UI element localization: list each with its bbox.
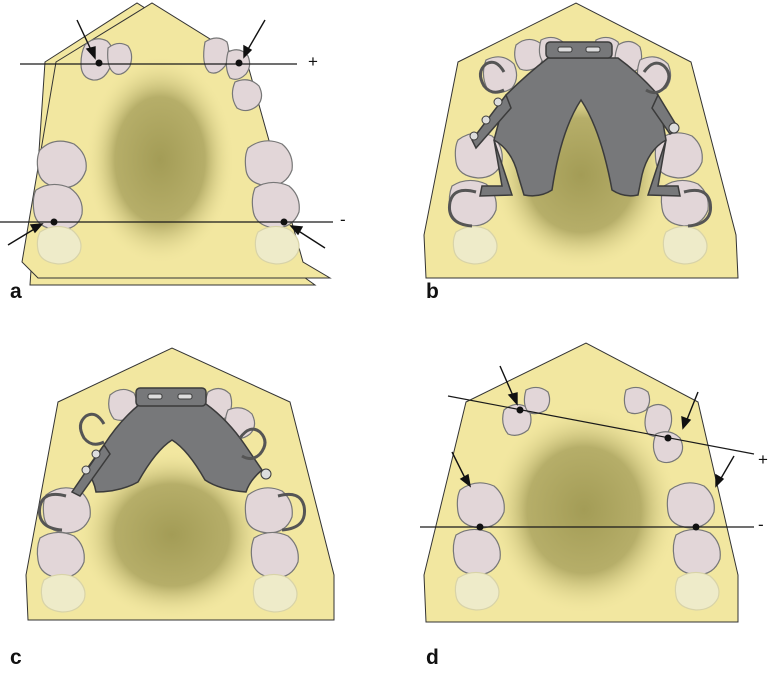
contact-point xyxy=(517,407,524,414)
panel-d-drawing xyxy=(386,340,772,679)
tooth-faded xyxy=(255,226,299,264)
panel-label-b: b xyxy=(426,280,439,304)
bar-hole xyxy=(586,47,600,52)
plate-hole xyxy=(494,98,502,106)
contact-point xyxy=(96,60,103,67)
plus-sign: + xyxy=(758,450,768,470)
tooth xyxy=(232,80,261,111)
panel-label-d: d xyxy=(426,646,439,670)
panel-a: + - a xyxy=(0,0,386,339)
plate-hole xyxy=(470,132,478,140)
palate-shadow xyxy=(489,405,679,615)
tooth-faded xyxy=(37,226,81,264)
contact-point xyxy=(477,524,484,531)
plate-hole xyxy=(92,450,100,458)
contact-point xyxy=(51,219,58,226)
minus-sign: - xyxy=(758,515,764,535)
plate-hole xyxy=(261,469,271,479)
tooth-faded xyxy=(663,226,707,264)
panel-c-drawing xyxy=(0,340,386,679)
contact-point xyxy=(281,219,288,226)
tooth xyxy=(453,529,500,575)
anterior-bar xyxy=(136,388,206,406)
tooth-faded xyxy=(453,226,497,264)
minus-sign: - xyxy=(340,210,346,230)
tooth-faded xyxy=(675,572,719,610)
tooth xyxy=(251,532,298,578)
panel-b-drawing xyxy=(386,0,772,339)
tooth xyxy=(37,141,86,188)
panel-b: b xyxy=(386,0,772,339)
bar-hole xyxy=(178,394,192,399)
panel-label-a: a xyxy=(10,280,22,304)
panel-c: c xyxy=(0,340,386,679)
panel-label-c: c xyxy=(10,646,22,670)
bar-hole xyxy=(558,47,572,52)
contact-point xyxy=(693,524,700,531)
plus-sign: + xyxy=(308,52,318,72)
plate-hole xyxy=(82,466,90,474)
panel-a-drawing xyxy=(0,0,386,339)
palate-shadow xyxy=(85,55,235,265)
tooth xyxy=(673,529,720,575)
tooth xyxy=(457,483,504,528)
plate-hole xyxy=(669,123,679,133)
tooth-faded xyxy=(455,572,499,610)
tooth xyxy=(37,532,84,578)
tooth xyxy=(245,141,292,186)
bar-hole xyxy=(148,394,162,399)
panel-d: + - d xyxy=(386,340,772,679)
plate-hole xyxy=(482,116,490,124)
tooth xyxy=(524,387,549,413)
tooth xyxy=(108,43,132,74)
tooth xyxy=(667,483,714,528)
contact-point xyxy=(665,435,672,442)
tooth xyxy=(252,182,299,228)
tooth-faded xyxy=(253,574,297,612)
contact-point xyxy=(236,60,243,67)
anterior-bar xyxy=(546,42,612,58)
tooth-faded xyxy=(41,574,85,612)
tooth xyxy=(624,387,649,413)
